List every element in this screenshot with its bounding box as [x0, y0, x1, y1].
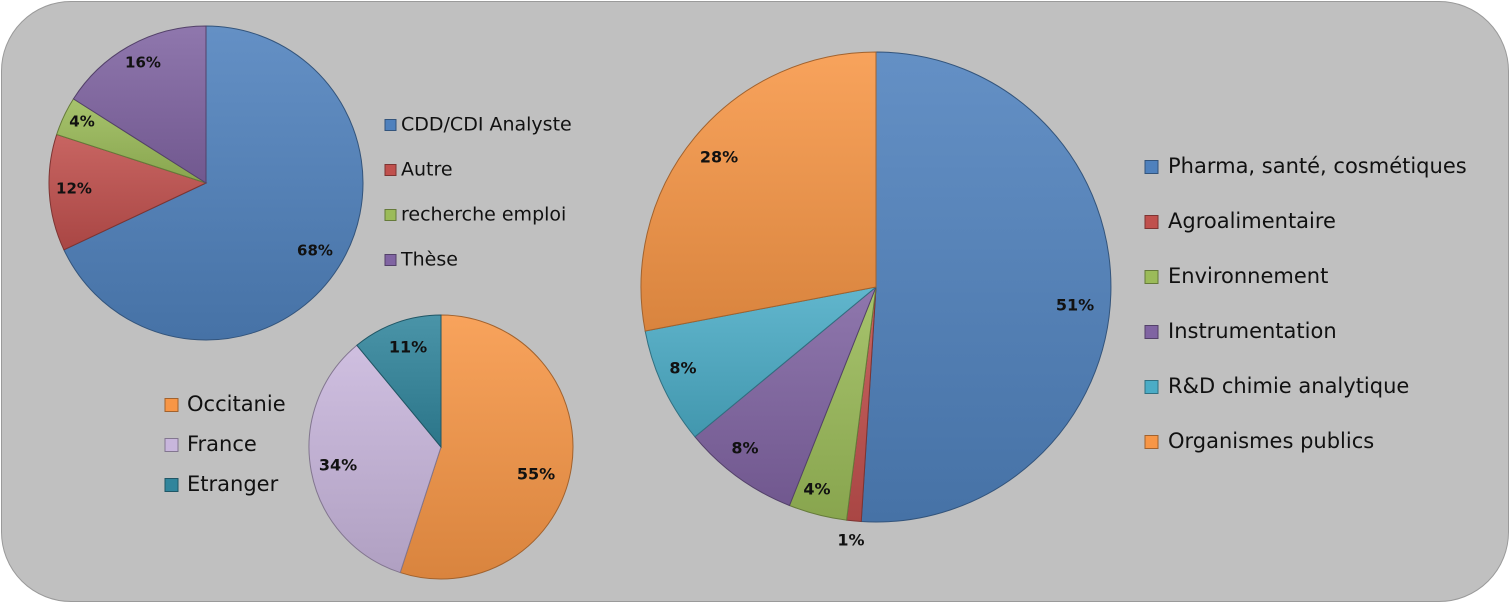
data-label-organismes-publics: 28% — [700, 148, 738, 167]
legend-swatch-france — [164, 438, 179, 452]
data-label-recherche-emploi: 4% — [69, 113, 94, 131]
legend-label-autre: Autre — [401, 159, 453, 181]
legend-swatch-these — [384, 254, 397, 266]
legend-label-cdd-cdi-analyste: CDD/CDI Analyste — [401, 114, 572, 136]
data-label-these: 16% — [125, 54, 161, 72]
data-label-environnement: 4% — [803, 480, 830, 499]
legend-swatch-organismes-publics — [1144, 435, 1159, 449]
pie-chart-location: 55% 34% 11% Occitanie France Etranger — [164, 314, 574, 580]
data-label-agroalimentaire: 1% — [837, 531, 864, 550]
legend-label-agroalimentaire: Agroalimentaire — [1168, 209, 1336, 233]
legend-label-etranger: Etranger — [187, 472, 279, 496]
legend-swatch-etranger — [164, 478, 179, 492]
data-label-occitanie: 55% — [517, 465, 555, 484]
pie-slice-organismes-publics — [640, 51, 877, 332]
legend-label-instrumentation: Instrumentation — [1168, 319, 1337, 343]
data-label-cdd-cdi-analyste: 68% — [297, 242, 333, 260]
pie-slice-instrumentation — [694, 286, 877, 507]
pie-slice-these — [72, 25, 207, 184]
legend-swatch-autre — [384, 164, 397, 176]
data-label-etranger: 11% — [389, 338, 427, 357]
legend-swatch-environnement — [1144, 270, 1159, 284]
legend-label-occitanie: Occitanie — [187, 392, 286, 416]
data-label-france: 34% — [319, 456, 357, 475]
legend-swatch-pharma-sante-cosmetiques — [1144, 160, 1159, 174]
pie-chart-employment: 68% 12% 4% 16% CDD/CDI Analyste Autre recherch… — [48, 25, 572, 341]
data-label-instrumentation: 8% — [731, 439, 758, 458]
legend-label-pharma-sante-cosmetiques: Pharma, santé, cosmétiques — [1168, 154, 1467, 178]
data-label-autre: 12% — [56, 180, 92, 198]
pie-chart-sector: 51% 1% 4% 8% 8% 28% Pharma, santé, cosmétiques… — [640, 51, 1467, 550]
pie-slice-occitanie — [399, 314, 574, 580]
legend-swatch-cdd-cdi-analyste — [384, 119, 397, 131]
legend: CDD/CDI Analyste Autre recherche emploi Thè… — [384, 114, 572, 271]
legend-label-these: Thèse — [400, 249, 458, 271]
legend-swatch-agroalimentaire — [1144, 215, 1159, 229]
legend-swatch-occitanie — [164, 398, 179, 412]
legend: Occitanie France Etranger — [164, 392, 286, 496]
pie-slice-r-d-chimie-analytique — [644, 286, 877, 438]
legend-label-france: France — [187, 432, 257, 456]
pie-slice-autre — [48, 133, 208, 251]
legend-swatch-r-d-chimie-analytique — [1144, 380, 1159, 394]
legend-label-r-d-chimie-analytique: R&D chimie analytique — [1168, 374, 1409, 398]
legend-label-environnement: Environnement — [1168, 264, 1328, 288]
pie-slice-pharma-sante-cosmetiques — [860, 51, 1112, 523]
legend-label-recherche-emploi: recherche emploi — [401, 204, 566, 226]
legend-label-organismes-publics: Organismes publics — [1168, 429, 1374, 453]
data-label-r-d-chimie-analytique: 8% — [669, 359, 696, 378]
legend: Pharma, santé, cosmétiques Agroalimentair… — [1144, 154, 1467, 453]
legend-swatch-instrumentation — [1144, 325, 1159, 339]
pie-slice-etranger — [356, 314, 442, 449]
pie-slice-france — [308, 344, 442, 574]
pie-slice-cdd-cdi-analyste — [63, 25, 364, 341]
legend-swatch-recherche-emploi — [384, 209, 397, 221]
data-label-pharma-sante-cosmetiques: 51% — [1056, 296, 1094, 315]
